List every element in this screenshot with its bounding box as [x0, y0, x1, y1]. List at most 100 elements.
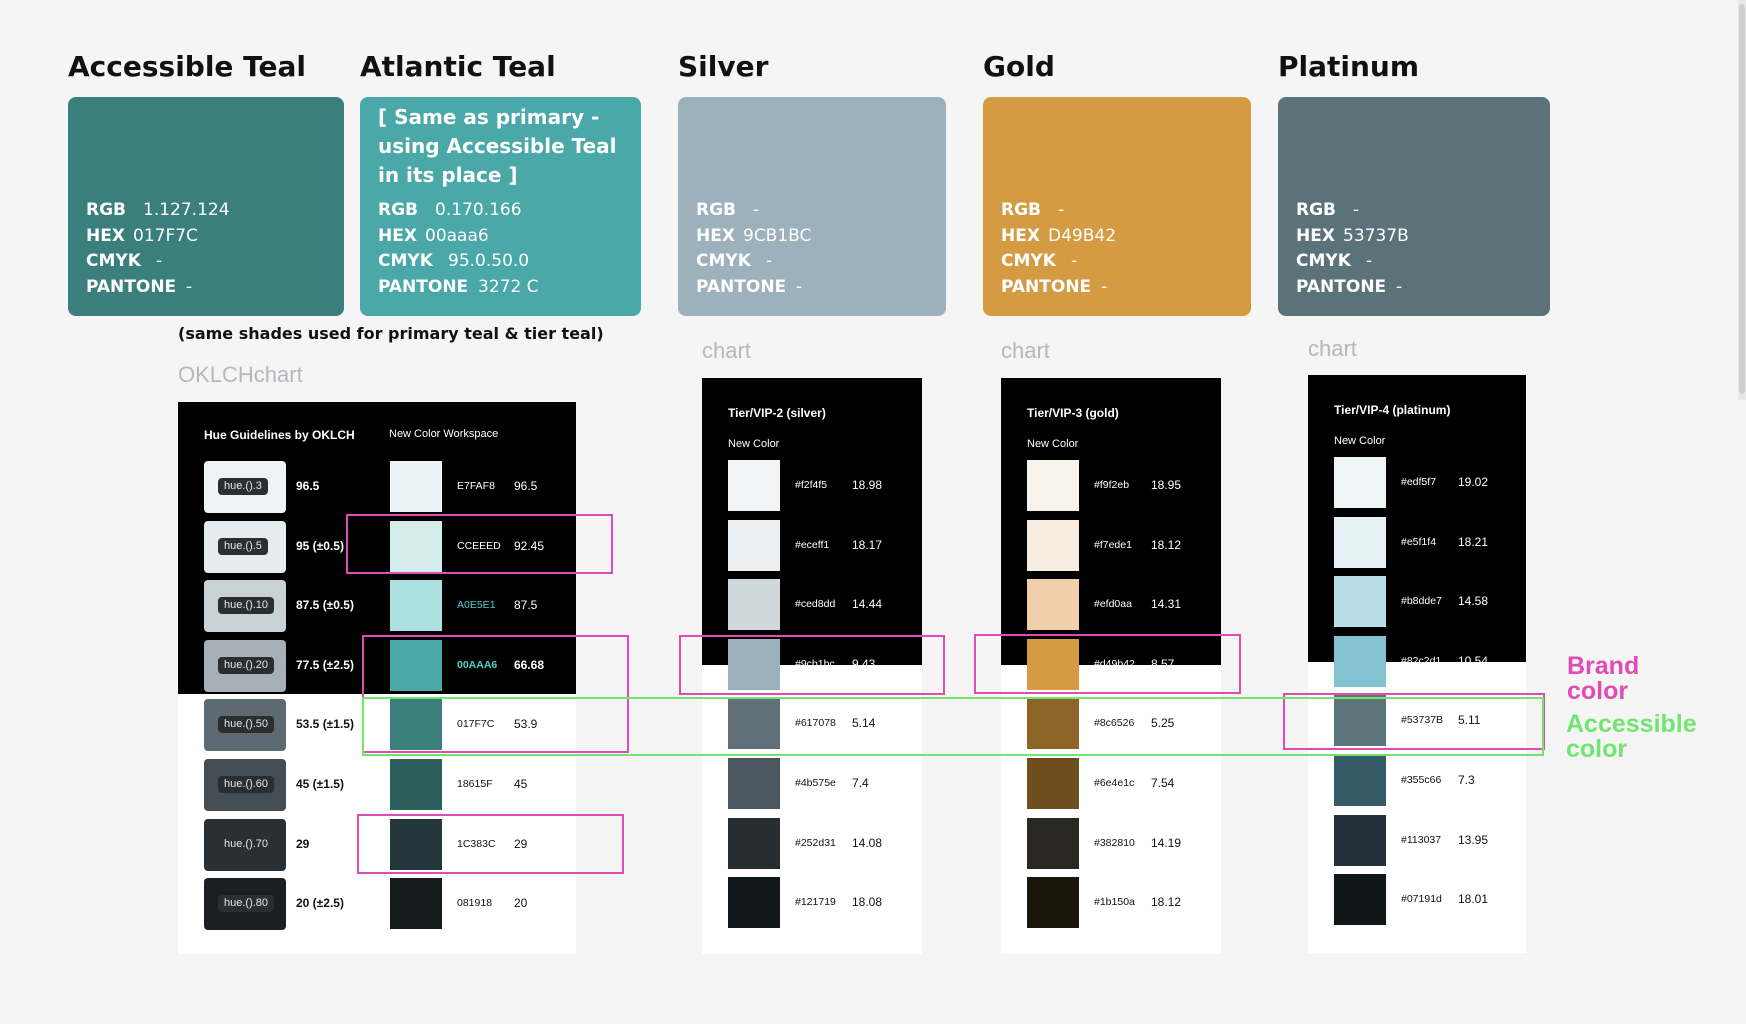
tier-hex: #121719: [795, 896, 836, 908]
tier-value: 18.12: [1151, 538, 1182, 552]
spec-row-rgb: RGB -: [1296, 198, 1409, 224]
spec-row-cmyk: CMYK -: [1296, 249, 1409, 275]
spec-value-rgb: -: [1353, 200, 1360, 220]
hue-swatch: hue.().60: [204, 759, 286, 811]
card-specs: RGB - HEX 53737B CMYK - PANTONE -: [1296, 198, 1409, 300]
tier-hex: #9cb1bc: [795, 658, 835, 670]
oklch-panel: Hue Guidelines by OKLCH New Color Worksp…: [178, 402, 576, 954]
scrollbar-thumb[interactable]: [1739, 4, 1745, 394]
hue-swatch: hue.().10: [204, 580, 286, 632]
platinum-chart-label: chart: [1308, 336, 1357, 361]
spec-label-rgb: RGB: [1296, 200, 1337, 220]
tier-platinum-panel: Tier/VIP-4 (platinum) New Color #edf5f7 19.…: [1308, 375, 1526, 953]
tier-value: 7.54: [1151, 776, 1175, 790]
tier-swatch: [1027, 460, 1079, 511]
hue-pill: hue.().60: [218, 776, 275, 793]
tier-hex: #efd0aa: [1094, 598, 1132, 610]
tier-swatch: [1334, 695, 1386, 746]
oklch-row: hue.().3 96.5 E7FAF8 96.5: [178, 461, 576, 513]
spec-value-hex: 017F7C: [133, 225, 198, 246]
spec-value-hex: 9CB1BC: [743, 225, 812, 246]
oklch-chart-label: OKLCHchart: [178, 362, 303, 387]
spec-label-hex: HEX: [1001, 225, 1040, 246]
oklch-row: hue.().70 29 1C383C 29: [178, 819, 576, 871]
card-platinum: RGB - HEX 53737B CMYK - PANTONE -: [1278, 97, 1550, 316]
spec-label-cmyk: CMYK: [1296, 251, 1351, 271]
hue-pill: hue.().50: [218, 716, 275, 733]
spec-value-pantone: -: [796, 276, 803, 297]
tier-swatch: [1027, 818, 1079, 869]
value: 96.5: [514, 479, 538, 493]
spec-value-cmyk: 95.0.50.0: [448, 251, 530, 271]
color-swatch: [390, 521, 442, 572]
card-accessible: RGB 1.127.124 HEX 017F7C CMYK - PANTONE -: [68, 97, 344, 316]
tier-hex: #6e4e1c: [1094, 777, 1135, 789]
tier-hex: #617078: [795, 717, 836, 729]
tier-subheading: New Color: [1027, 438, 1079, 450]
tier-heading: Tier/VIP-3 (gold): [1027, 406, 1119, 420]
hue-swatch: hue.().3: [204, 461, 286, 513]
card-gold: RGB - HEX D49B42 CMYK - PANTONE -: [983, 97, 1251, 316]
highlight-platinum-brand: [1283, 693, 1545, 750]
tier-swatch: [1334, 874, 1386, 925]
highlight-1c383c: [357, 814, 624, 874]
tier-hex: #ced8dd: [795, 598, 836, 610]
oklch-workspace-label: New Color Workspace: [389, 428, 499, 440]
spec-label-pantone: PANTONE: [1296, 276, 1387, 297]
value: 20: [514, 896, 528, 910]
tier-swatch: [728, 460, 780, 511]
tier-swatch: [728, 639, 780, 690]
hue-swatch: hue.().50: [204, 699, 286, 751]
spec-label-hex: HEX: [696, 225, 735, 246]
tier-value: 18.01: [1458, 892, 1489, 906]
spec-value-pantone: -: [1101, 276, 1108, 297]
spec-label-pantone: PANTONE: [1001, 276, 1092, 297]
tier-value: 18.12: [1151, 895, 1182, 909]
oklch-heading: Hue Guidelines by OKLCH: [204, 428, 355, 442]
tier-swatch: [1334, 457, 1386, 508]
tier-heading: Tier/VIP-4 (platinum): [1334, 403, 1451, 417]
tier-hex: #edf5f7: [1401, 476, 1437, 488]
tier-value: 5.14: [852, 716, 876, 730]
hue-range: 45 (±1.5): [296, 777, 344, 791]
tier-hex: #f7ede1: [1094, 539, 1132, 551]
spec-value-pantone: -: [186, 276, 193, 297]
tier-hex: #8c6526: [1094, 717, 1135, 729]
tier-value: 14.31: [1151, 597, 1182, 611]
tier-swatch: [728, 818, 780, 869]
card-specs: RGB - HEX 9CB1BC CMYK - PANTONE -: [696, 198, 811, 300]
oklch-row: hue.().10 87.5 (±0.5) A0E5E1 87.5: [178, 580, 576, 632]
spec-row-rgb: RGB 1.127.124: [86, 198, 230, 224]
tier-swatch: [728, 758, 780, 809]
spec-row-pantone: PANTONE -: [86, 275, 230, 301]
hue-range: 77.5 (±2.5): [296, 658, 354, 672]
color-swatch: [390, 819, 442, 870]
title-gold: Gold: [983, 50, 1055, 83]
hue-pill: hue.().20: [218, 657, 275, 674]
spec-value-rgb: 0.170.166: [435, 200, 522, 220]
tier-swatch: [1334, 636, 1386, 687]
spec-value-hex: D49B42: [1048, 225, 1117, 246]
oklch-row: hue.().50 53.5 (±1.5) 017F7C 53.9: [178, 699, 576, 751]
tier-subheading: New Color: [1334, 435, 1386, 447]
hue-pill: hue.().5: [218, 538, 268, 555]
legend-accessible-color: Accessible color: [1566, 712, 1697, 762]
scrollbar[interactable]: [1738, 0, 1746, 400]
spec-value-rgb: 1.127.124: [143, 200, 230, 220]
spec-row-rgb: RGB -: [696, 198, 811, 224]
spec-row-cmyk: CMYK 95.0.50.0: [378, 249, 539, 275]
tier-value: 5.25: [1151, 716, 1175, 730]
spec-row-hex: HEX 017F7C: [86, 224, 230, 250]
tier-value: 8.57: [1151, 657, 1175, 671]
card-specs: RGB - HEX D49B42 CMYK - PANTONE -: [1001, 198, 1116, 300]
tier-value: 18.98: [852, 478, 883, 492]
tier-swatch: [728, 520, 780, 571]
legend-accessible-line2: color: [1566, 735, 1628, 763]
legend-brand-color: Brand color: [1567, 654, 1639, 704]
spec-label-hex: HEX: [378, 225, 417, 246]
card-note: [ Same as primary - using Accessible Tea…: [378, 105, 617, 187]
tier-value: 7.3: [1458, 773, 1475, 787]
tier-hex: #d49b42: [1094, 658, 1135, 670]
hue-swatch: hue.().5: [204, 521, 286, 573]
tier-swatch: [1334, 517, 1386, 568]
